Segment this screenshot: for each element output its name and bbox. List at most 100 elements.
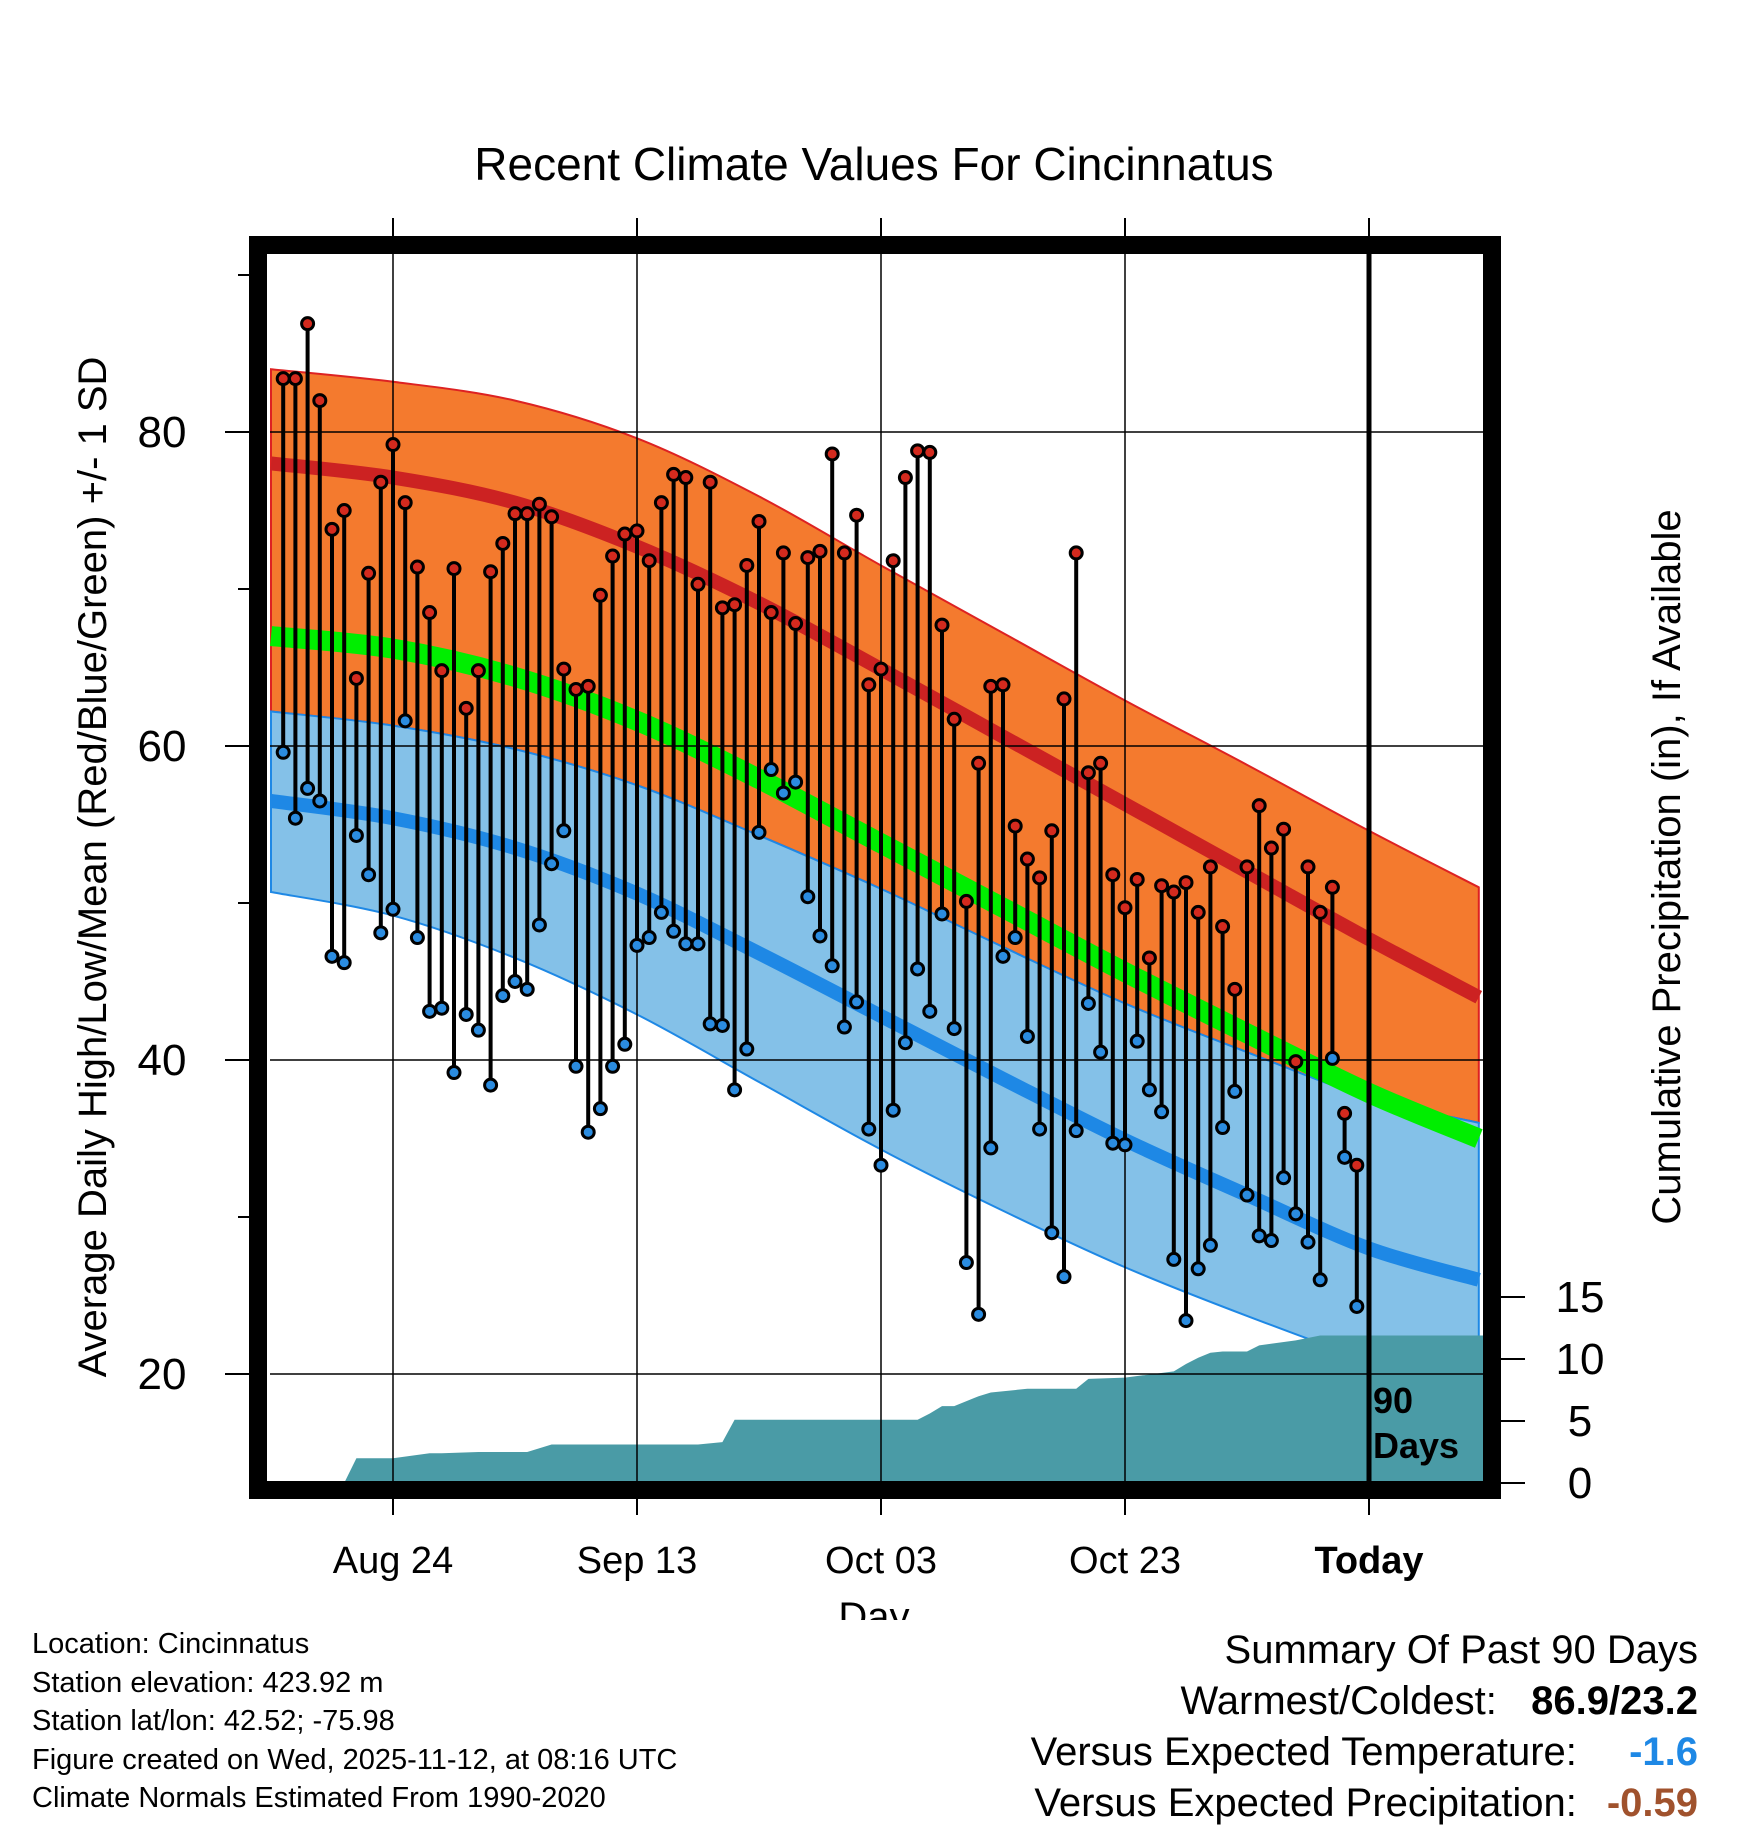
daily-high-point bbox=[714, 600, 730, 616]
daily-low-point bbox=[983, 1140, 999, 1156]
daily-high-point bbox=[763, 605, 779, 621]
daily-high-point bbox=[385, 437, 401, 453]
daily-high-point bbox=[861, 677, 877, 693]
station-info: Location: Cincinnatus Station elevation:… bbox=[32, 1625, 677, 1818]
x-tick-label: Sep 13 bbox=[577, 1540, 697, 1582]
daily-high-point bbox=[397, 495, 413, 511]
daily-high-point bbox=[1202, 859, 1218, 875]
location-text: Location: Cincinnatus bbox=[32, 1628, 310, 1660]
daily-high-point bbox=[1349, 1157, 1365, 1173]
temp-label: Versus Expected Temperature: bbox=[1030, 1730, 1577, 1774]
daily-low-point bbox=[1202, 1237, 1218, 1253]
daily-high-point bbox=[361, 565, 377, 581]
daily-high-point bbox=[1105, 867, 1121, 883]
precip-cumulative-area bbox=[271, 1335, 1483, 1483]
x-tick-label: Today bbox=[1314, 1540, 1423, 1582]
daily-low-point bbox=[544, 856, 560, 872]
daily-low-point bbox=[666, 923, 682, 939]
summary-title: Summary Of Past 90 Days bbox=[1224, 1628, 1698, 1672]
daily-high-point bbox=[702, 474, 718, 490]
y-axis-label-right: Cumulative Precipitation (in), If Availa… bbox=[1645, 509, 1689, 1224]
daily-low-point bbox=[1080, 995, 1096, 1011]
daily-low-point bbox=[336, 955, 352, 971]
latlon-text: Station lat/lon: 42.52; -75.98 bbox=[32, 1705, 395, 1737]
daily-low-point bbox=[800, 889, 816, 905]
daily-high-point bbox=[1068, 545, 1084, 561]
daily-high-point bbox=[690, 576, 706, 592]
daily-high-point bbox=[324, 521, 340, 537]
daily-low-point bbox=[592, 1101, 608, 1117]
daily-low-point bbox=[727, 1082, 743, 1098]
daily-low-point bbox=[1300, 1234, 1316, 1250]
daily-high-point bbox=[373, 474, 389, 490]
daily-low-point bbox=[1324, 1050, 1340, 1066]
daily-low-point bbox=[556, 823, 572, 839]
daily-low-point bbox=[434, 1000, 450, 1016]
daily-low-point bbox=[446, 1065, 462, 1081]
summary-panel: Summary Of Past 90 Days Warmest/Coldest:… bbox=[1031, 1625, 1698, 1829]
daily-high-point bbox=[629, 523, 645, 539]
daily-low-point bbox=[1337, 1149, 1353, 1165]
daily-high-point bbox=[1093, 755, 1109, 771]
daily-low-point bbox=[910, 961, 926, 977]
daily-high-point bbox=[995, 677, 1011, 693]
chart-title: Recent Climate Values For Cincinnatus bbox=[474, 138, 1273, 190]
daily-high-point bbox=[922, 444, 938, 460]
daily-low-point bbox=[751, 824, 767, 840]
daily-high-point bbox=[775, 545, 791, 561]
daily-high-point bbox=[1141, 950, 1157, 966]
daily-low-point bbox=[873, 1157, 889, 1173]
daily-high-point bbox=[1312, 904, 1328, 920]
y-tick-label-right: 0 bbox=[1568, 1459, 1592, 1508]
daily-high-point bbox=[1056, 691, 1072, 707]
daily-high-point bbox=[312, 393, 328, 409]
daily-high-point bbox=[897, 470, 913, 486]
y-tick-label-right: 15 bbox=[1556, 1273, 1605, 1322]
daily-low-point bbox=[1056, 1269, 1072, 1285]
daily-low-point bbox=[605, 1058, 621, 1074]
daily-high-point bbox=[788, 616, 804, 632]
daily-high-point bbox=[336, 503, 352, 518]
daily-low-point bbox=[1190, 1261, 1206, 1277]
daily-low-point bbox=[702, 1016, 718, 1032]
daily-high-point bbox=[446, 561, 462, 577]
daily-low-point bbox=[714, 1017, 730, 1033]
daily-low-point bbox=[373, 925, 389, 941]
daily-low-point bbox=[824, 958, 840, 974]
daily-high-point bbox=[470, 663, 486, 679]
daily-low-point bbox=[1263, 1233, 1279, 1249]
daily-low-point bbox=[1068, 1123, 1084, 1139]
y-tick-label-right: 10 bbox=[1556, 1335, 1605, 1384]
daily-high-point bbox=[971, 755, 987, 771]
daily-high-point bbox=[800, 550, 816, 566]
elevation-text: Station elevation: 423.92 m bbox=[32, 1666, 384, 1699]
daily-low-point bbox=[922, 1003, 938, 1019]
normals-text: Climate Normals Estimated From 1990-2020 bbox=[32, 1782, 606, 1814]
daily-high-point bbox=[824, 446, 840, 462]
x-axis-label: Day bbox=[838, 1595, 909, 1620]
daily-low-point bbox=[629, 937, 645, 953]
daily-low-point bbox=[385, 901, 401, 917]
daily-low-point bbox=[568, 1058, 584, 1074]
daily-low-point bbox=[275, 744, 291, 760]
daily-high-point bbox=[678, 470, 694, 486]
daily-low-point bbox=[483, 1077, 499, 1093]
daily-high-point bbox=[1032, 870, 1048, 886]
daily-high-point bbox=[458, 700, 474, 716]
daily-high-point bbox=[617, 526, 633, 542]
daily-low-point bbox=[409, 930, 425, 946]
daily-high-point bbox=[1178, 875, 1194, 891]
daily-low-point bbox=[836, 1019, 852, 1035]
daily-low-point bbox=[1288, 1206, 1304, 1222]
daily-high-point bbox=[287, 371, 303, 387]
daily-low-point bbox=[300, 780, 316, 796]
daily-low-point bbox=[312, 793, 328, 809]
daily-low-point bbox=[775, 785, 791, 801]
daily-low-point bbox=[1019, 1028, 1035, 1044]
daily-high-point bbox=[556, 661, 572, 677]
daily-low-point bbox=[507, 974, 523, 989]
y-tick-label-right: 5 bbox=[1568, 1397, 1592, 1446]
daily-high-point bbox=[1007, 818, 1023, 834]
daily-low-point bbox=[1129, 1033, 1145, 1049]
precip-label: Versus Expected Precipitation: bbox=[1034, 1781, 1577, 1825]
